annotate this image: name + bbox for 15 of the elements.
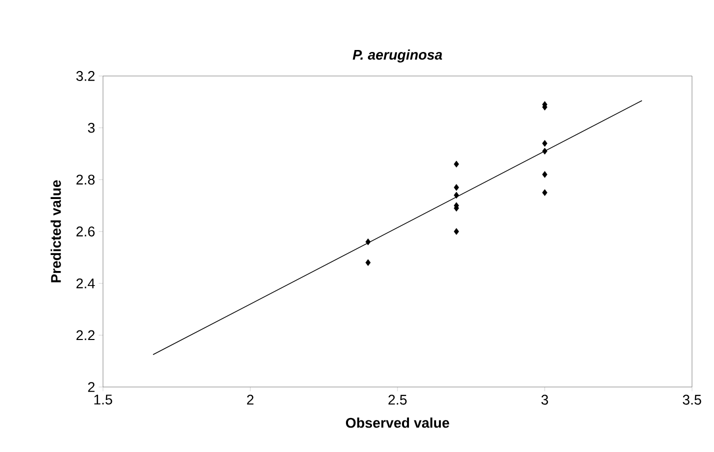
- x-tick-label: 2.5: [388, 394, 407, 405]
- x-tick-label: 3: [541, 394, 548, 405]
- chart-title: P. aeruginosa: [352, 49, 442, 62]
- x-tick-label: 2: [247, 394, 254, 405]
- y-tick-label: 2.8: [76, 174, 95, 185]
- y-axis-title: Predicted value: [50, 180, 61, 282]
- y-tick-label: 3: [88, 122, 95, 133]
- y-tick-label: 2.2: [76, 330, 95, 340]
- y-tick-label: 2.6: [76, 226, 95, 236]
- x-axis-title: Observed value: [346, 418, 450, 428]
- y-tick-label: 2.4: [76, 278, 95, 288]
- x-tick-label: 3.5: [682, 394, 702, 405]
- y-tick-label: 3.2: [76, 71, 95, 81]
- y-tick-label: 2: [88, 382, 95, 392]
- x-tick-label: 1.5: [94, 394, 112, 405]
